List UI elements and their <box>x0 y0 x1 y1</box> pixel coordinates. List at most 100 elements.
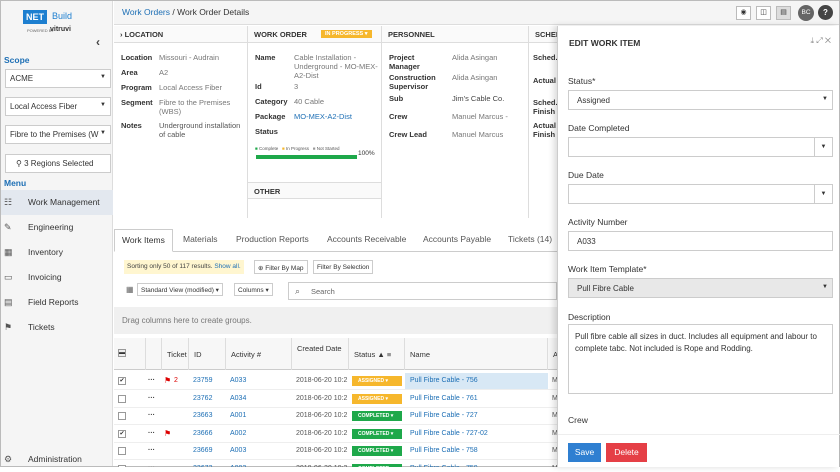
row-name-link[interactable]: Pull Fibre Cable - 758 <box>410 447 478 454</box>
row-id-link[interactable]: 23663 <box>193 412 213 419</box>
row-activity-link[interactable]: A002 <box>230 429 247 437</box>
row-name-link[interactable]: Pull Fibre Cable - 759 <box>405 461 548 468</box>
template-select[interactable]: Pull Fibre Cable ▼ <box>568 278 833 298</box>
field-value: Alida Asingan <box>452 73 498 82</box>
filter-by-map-button[interactable]: ⊕ Filter By Map <box>254 260 308 274</box>
nav-engineering[interactable]: ✎ Engineering <box>4 222 74 232</box>
expand-icon[interactable]: ⤢ <box>816 36 823 45</box>
show-all-link[interactable]: Show all. <box>214 263 241 270</box>
work-items-grid: ▬ Ticket ID Activity # Created Date Stat… <box>114 338 557 467</box>
row-name-link[interactable]: Pull Fibre Cable - 727 <box>410 412 478 419</box>
row-menu-icon[interactable]: ··· <box>148 377 155 384</box>
row-activity-link[interactable]: A001 <box>230 412 247 419</box>
collapse-sidebar-icon[interactable]: ‹ <box>96 35 100 49</box>
filter-by-selection-button[interactable]: Filter By Selection <box>313 260 374 274</box>
row-status-badge[interactable]: COMPLETED ▾ <box>352 446 402 456</box>
help-icon[interactable]: ? <box>818 5 833 20</box>
table-row[interactable]: ✔ ··· ⚑ 23666 A002 2018-06-20 10:2 COMPLETED ▾… <box>114 426 557 443</box>
save-button[interactable]: Save <box>568 443 601 462</box>
table-row[interactable]: ✔ ··· ⚑ 2 23759 A033 2018-06-20 10:2 ASSIGNED ▾… <box>114 373 557 390</box>
table-row[interactable]: ··· 23663 A001 2018-06-20 10:2 COMPLETED ▾ Pu… <box>114 408 557 425</box>
split-view-button[interactable]: ◫ <box>756 6 771 20</box>
ticket-flag-icon[interactable]: ⚑ <box>164 376 172 385</box>
row-name-link[interactable]: Pull Fibre Cable - 761 <box>410 394 478 402</box>
row-menu-icon[interactable]: ··· <box>148 394 155 402</box>
columns-select[interactable]: Columns ▾ <box>234 283 273 296</box>
delete-button[interactable]: Delete <box>606 443 647 462</box>
row-status-badge[interactable]: ASSIGNED ▾ <box>352 376 402 386</box>
tab-accounts-payable[interactable]: Accounts Payable <box>423 234 492 244</box>
row-status-badge[interactable]: COMPLETED ▾ <box>352 411 402 421</box>
nav-inventory[interactable]: ▦ Inventory <box>4 247 63 257</box>
tab-accounts-receivable[interactable]: Accounts Receivable <box>327 234 407 244</box>
download-icon[interactable]: ⤓ <box>810 36 815 45</box>
activity-number-input[interactable]: A033 <box>568 231 833 251</box>
search-input[interactable]: ⌕ Search <box>288 282 557 300</box>
avatar[interactable]: BC <box>798 5 814 21</box>
row-checkbox[interactable] <box>118 394 126 403</box>
nav-tickets[interactable]: ⚑ Tickets <box>4 322 55 332</box>
description-textarea[interactable]: Pull fibre cable all sizes in duct. Incl… <box>568 324 833 394</box>
date-completed-field[interactable]: ▼ <box>568 137 833 157</box>
due-date-field[interactable]: ▼ <box>568 184 833 204</box>
ticket-flag-icon[interactable]: ⚑ <box>164 428 172 438</box>
globe-view-button[interactable]: ◉ <box>736 6 751 20</box>
row-id-link[interactable]: 23762 <box>193 394 213 402</box>
list-view-button[interactable]: ▤ <box>776 6 791 20</box>
tab-tickets[interactable]: Tickets (14) <box>508 234 553 244</box>
row-activity-link[interactable]: A034 <box>230 394 247 402</box>
close-icon[interactable]: ✕ <box>824 36 831 45</box>
breadcrumb-work-orders[interactable]: Work Orders <box>122 7 171 17</box>
row-id-link[interactable]: 23669 <box>193 447 213 454</box>
chevron-down-icon[interactable]: ▼ <box>814 185 832 203</box>
row-menu-icon[interactable]: ··· <box>148 465 155 468</box>
row-checkbox[interactable] <box>118 464 126 467</box>
view-select[interactable]: Standard View (modified) ▾ <box>137 283 223 296</box>
col-activity[interactable]: Activity # <box>226 338 292 370</box>
table-row[interactable]: ··· 23669 A003 2018-06-20 10:2 COMPLETED ▾ Pu… <box>114 443 557 460</box>
row-activity-link[interactable]: A003 <box>230 465 246 468</box>
package-link[interactable]: MO-MEX-A2-Dist <box>294 112 352 121</box>
table-row[interactable]: ··· 23762 A034 2018-06-20 10:2 ASSIGNED ▾ Pul… <box>114 391 557 408</box>
tab-materials[interactable]: Materials <box>183 234 218 244</box>
row-checkbox[interactable] <box>118 447 126 455</box>
tab-work-items[interactable]: Work Items <box>114 229 173 252</box>
row-status-badge[interactable]: COMPLETED ▾ <box>352 428 402 439</box>
regions-selector[interactable]: ⚲ 3 Regions Selected <box>5 154 111 173</box>
chevron-down-icon[interactable]: ▼ <box>814 138 832 156</box>
row-status-badge[interactable]: ASSIGNED ▾ <box>352 393 402 404</box>
row-name-link[interactable]: Pull Fibre Cable - 756 <box>405 373 548 389</box>
col-a[interactable]: A <box>553 350 557 359</box>
field-value: Manuel Marcus <box>452 130 504 139</box>
status-select[interactable]: Assigned ▼ <box>568 90 833 110</box>
table-row[interactable]: ··· 23672 A003 2018-06-20 10:2 COMPLETED ▾Pu… <box>114 461 557 468</box>
row-id-link[interactable]: 23666 <box>193 429 213 437</box>
row-name-link[interactable]: Pull Fibre Cable - 727-02 <box>410 429 488 437</box>
col-created-date[interactable]: Created Date <box>292 338 349 370</box>
scope-select-program[interactable]: Local Access Fiber ▼ <box>5 97 111 116</box>
col-ticket[interactable]: Ticket <box>162 338 189 370</box>
row-menu-icon[interactable]: ··· <box>148 447 155 454</box>
row-menu-icon[interactable]: ··· <box>148 412 155 419</box>
row-checkbox[interactable] <box>118 412 126 420</box>
col-id[interactable]: ID <box>189 338 226 370</box>
group-drop-zone[interactable]: Drag columns here to create groups. <box>114 307 557 334</box>
nav-administration[interactable]: ⚙ Administration <box>4 454 82 464</box>
row-menu-icon[interactable]: ··· <box>148 429 155 437</box>
nav-work-management[interactable]: ☷ Work Management <box>1 190 113 215</box>
row-activity-link[interactable]: A033 <box>230 377 247 384</box>
row-checkbox[interactable]: ✔ <box>118 377 126 385</box>
nav-field-reports[interactable]: ▤ Field Reports <box>4 297 79 307</box>
select-all-header[interactable]: ▬ <box>114 338 146 370</box>
scope-select-client[interactable]: ACME ▼ <box>5 69 111 88</box>
row-activity-link[interactable]: A003 <box>230 447 247 454</box>
scope-select-segment[interactable]: Fibre to the Premises (W ▼ <box>5 125 111 144</box>
col-name[interactable]: Name <box>405 338 548 370</box>
tab-production-reports[interactable]: Production Reports <box>236 234 309 244</box>
col-status[interactable]: Status ▲ ≡ <box>349 338 405 370</box>
row-id-link[interactable]: 23759 <box>193 377 213 384</box>
row-checkbox[interactable]: ✔ <box>118 429 126 438</box>
row-status-badge[interactable]: COMPLETED ▾ <box>352 463 402 467</box>
row-id-link[interactable]: 23672 <box>193 465 212 468</box>
nav-invoicing[interactable]: ▭ Invoicing <box>4 272 62 282</box>
